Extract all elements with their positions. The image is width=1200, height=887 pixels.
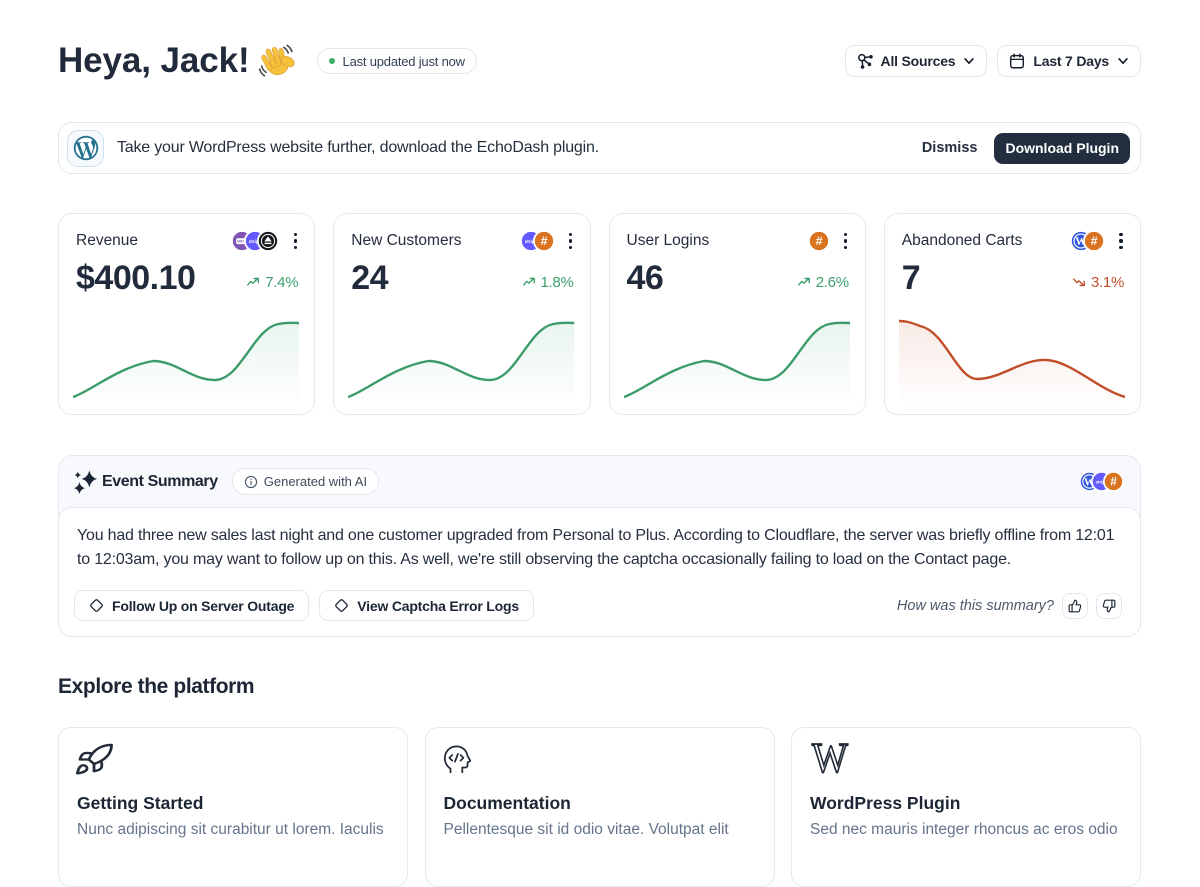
svg-text:stripe: stripe: [249, 239, 262, 244]
svg-text:#: #: [1091, 234, 1098, 248]
svg-text:stripe: stripe: [1096, 479, 1108, 484]
svg-text:W: W: [1084, 476, 1095, 488]
svg-text:#: #: [1110, 474, 1117, 488]
svg-text:WOO: WOO: [237, 239, 247, 243]
svg-text:#: #: [540, 234, 547, 248]
svg-text:stripe: stripe: [524, 239, 537, 244]
svg-text:#: #: [815, 234, 822, 248]
